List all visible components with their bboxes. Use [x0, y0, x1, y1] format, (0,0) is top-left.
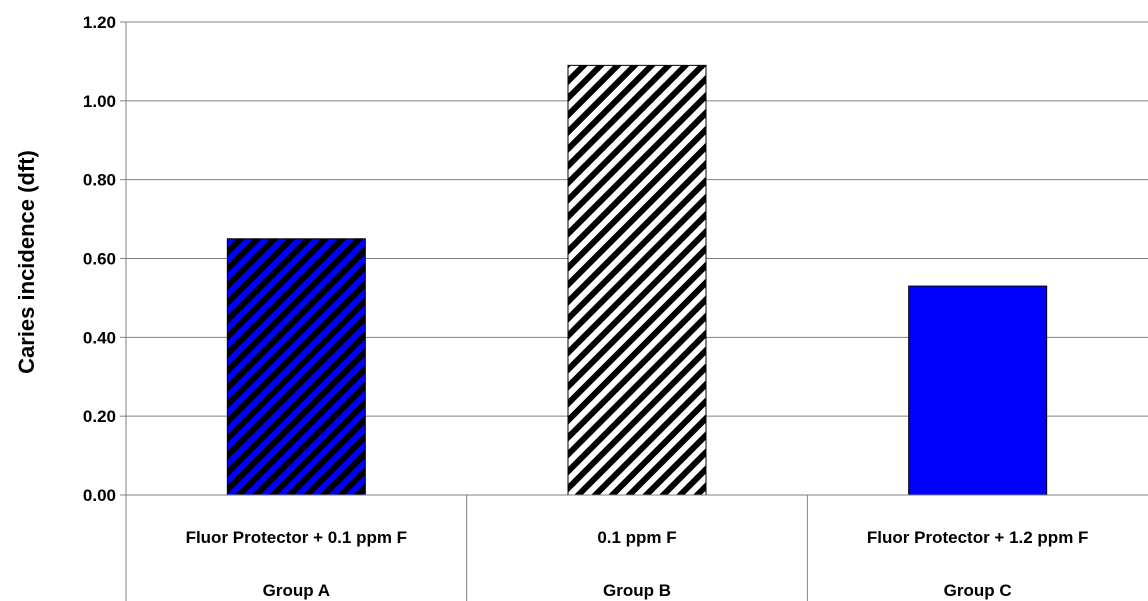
category-label: 0.1 ppm F [597, 528, 676, 547]
bars [226, 64, 1048, 496]
y-tick-label: 0.40 [83, 328, 116, 347]
y-axis-title: Caries incidence (dft) [14, 150, 39, 374]
y-tick-label: 0.80 [83, 171, 116, 190]
y-tick-label: 0.60 [83, 250, 116, 269]
bar [567, 64, 707, 496]
category-label: Fluor Protector + 1.2 ppm F [867, 528, 1089, 547]
y-tick-label: 1.20 [83, 13, 116, 32]
group-label: Group B [603, 581, 671, 600]
bar [908, 285, 1048, 496]
y-tick-label: 1.00 [83, 92, 116, 111]
category-dividers [466, 495, 808, 601]
group-label: Group A [263, 581, 330, 600]
category-labels: Fluor Protector + 0.1 ppm F Group A 0.1 pp… [186, 528, 1089, 600]
y-tick-label: 0.20 [83, 407, 116, 426]
category-label: Fluor Protector + 0.1 ppm F [186, 528, 408, 547]
bar [226, 238, 366, 496]
axes [120, 22, 1148, 601]
group-label: Group C [944, 581, 1012, 600]
y-tick-labels: 0.00 0.20 0.40 0.60 0.80 1.00 1.20 [83, 13, 116, 505]
y-tick-label: 0.00 [83, 486, 116, 505]
